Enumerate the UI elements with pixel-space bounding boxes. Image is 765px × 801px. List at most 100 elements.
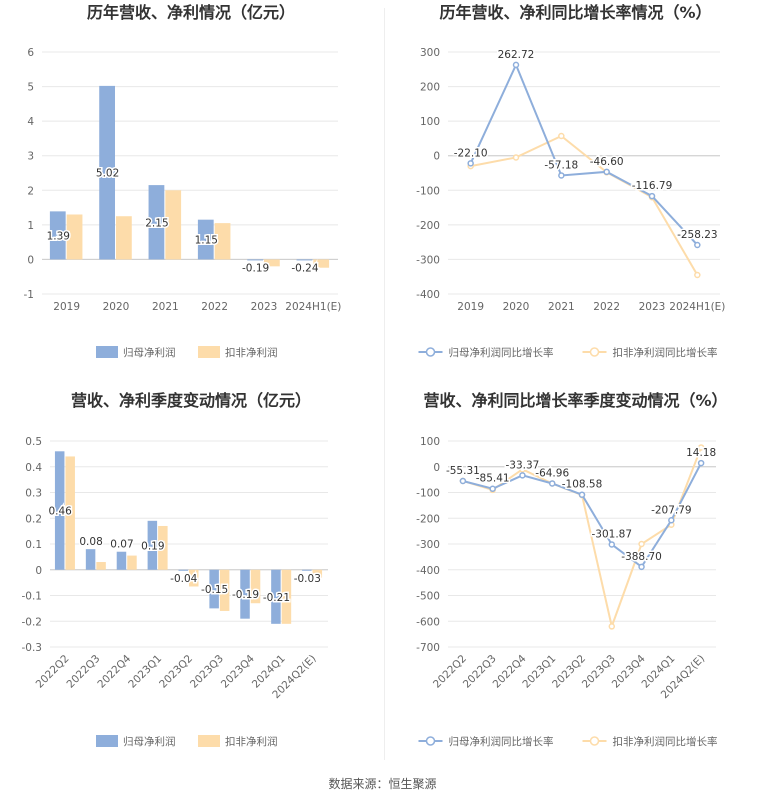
data-point <box>558 132 565 140</box>
chart-title: 营收、净利季度变动情况（亿元） <box>71 391 311 410</box>
y-tick-label: -0.3 <box>22 642 43 654</box>
data-point <box>638 563 645 571</box>
bar <box>313 259 330 268</box>
x-tick-label: 2023Q2 <box>157 653 195 691</box>
chart-svg: 历年营收、净利情况（亿元） 6 5 4 3 2 1 0 -1 2019 2020 2021 2022 20… <box>24 3 342 359</box>
data-label: -0.15 <box>201 584 228 596</box>
y-tick-label: -200 <box>416 220 440 232</box>
y-tick-label: 4 <box>27 116 34 128</box>
bar <box>281 569 292 624</box>
bar <box>54 451 65 570</box>
data-point <box>519 472 526 479</box>
y-tick-label: 0 <box>35 565 42 577</box>
data-label: -116.79 <box>632 180 673 192</box>
data-source-footer: 数据来源：恒生聚源 <box>328 777 437 791</box>
y-tick-label: 0.2 <box>25 513 42 525</box>
x-tick-label: 2023 <box>639 301 666 313</box>
series-line <box>469 62 699 246</box>
data-label: -0.24 <box>291 262 318 274</box>
data-label: 14.18 <box>686 447 716 459</box>
y-tick-label: -100 <box>416 488 440 500</box>
bar <box>214 223 231 260</box>
data-point <box>548 480 556 487</box>
data-point <box>578 491 586 498</box>
legend-label: 归母净利润同比增长率 <box>449 735 554 748</box>
data-label: 0.07 <box>110 539 133 551</box>
y-tick-label: 300 <box>420 47 440 59</box>
data-point <box>512 154 520 161</box>
legend-marker <box>589 736 600 746</box>
x-tick-label: 2019 <box>53 301 80 313</box>
legend-marker <box>425 347 436 357</box>
data-label: -0.04 <box>170 573 197 585</box>
y-tick-label: 200 <box>420 82 440 94</box>
x-tick-label: 2020 <box>503 301 530 313</box>
y-tick-label: 0.3 <box>25 488 42 500</box>
y-tick-label: -200 <box>416 513 440 525</box>
legend-label: 扣非净利润同比增长率 <box>613 346 718 359</box>
x-tick-label: 2021 <box>548 301 575 313</box>
data-point <box>697 459 705 467</box>
bar <box>189 569 199 587</box>
y-tick-label: 5 <box>27 82 34 94</box>
y-tick-label: 0.4 <box>25 462 42 474</box>
y-tick-label: 0 <box>433 151 440 163</box>
annual-growth-chart: 历年营收、净利同比增长率情况（%） 300 200 100 0 -100 -200 -300 -… <box>386 0 765 375</box>
data-label: 5.02 <box>96 168 119 180</box>
legend-swatch <box>198 735 220 747</box>
bar <box>250 569 261 604</box>
data-label: -64.96 <box>535 467 569 479</box>
legend-label: 归母净利润 <box>123 735 176 748</box>
data-label: -0.21 <box>263 592 290 604</box>
legend-marker <box>425 736 436 746</box>
annual-profit-chart: 历年营收、净利情况（亿元） 6 5 4 3 2 1 0 -1 2019 2020 2021 2022 20… <box>0 0 382 375</box>
y-tick-label: 100 <box>420 116 440 128</box>
y-tick-label: -300 <box>416 254 440 266</box>
y-tick-label: -1 <box>24 289 34 301</box>
data-point <box>697 444 705 451</box>
bar <box>209 569 219 609</box>
data-label: -301.87 <box>592 528 633 540</box>
x-tick-label: 2022 <box>201 301 228 313</box>
legend-label: 扣非净利润 <box>225 346 278 359</box>
bar <box>302 569 312 571</box>
data-label: -55.31 <box>446 465 480 477</box>
bar <box>312 569 323 578</box>
y-tick-label: 0 <box>27 254 34 266</box>
bar <box>165 190 182 260</box>
data-point <box>512 61 520 69</box>
data-label: -388.70 <box>621 551 662 563</box>
legend-label: 扣非净利润 <box>225 735 278 748</box>
x-tick-label: 2020 <box>103 301 130 313</box>
data-point <box>489 485 496 492</box>
chart-title: 历年营收、净利同比增长率情况（%） <box>439 3 711 22</box>
data-label: 0.19 <box>141 540 164 552</box>
data-point <box>648 192 656 200</box>
data-label: 0.08 <box>79 536 102 548</box>
x-tick-label: 2023Q1 <box>126 653 164 691</box>
bar <box>66 214 83 260</box>
y-tick-label: -600 <box>416 616 440 628</box>
data-point <box>459 477 467 485</box>
x-tick-label: 2021 <box>152 301 179 313</box>
bar <box>85 549 96 570</box>
bar <box>116 216 132 260</box>
y-tick-label: -700 <box>416 642 440 654</box>
series-line <box>470 134 699 276</box>
chart-svg: 营收、净利季度变动情况（亿元） 0.5 0.4 0.3 0.2 0.1 0 -0.1 -0.2 -… <box>22 391 328 748</box>
data-label: -0.03 <box>294 573 321 585</box>
chart-svg: 营收、净利同比增长率季度变动情况（%） 100 0 -100 -200 -300 -400 -… <box>416 391 727 748</box>
data-point <box>694 241 701 249</box>
data-label: -22.10 <box>454 147 488 159</box>
data-label: -0.19 <box>232 589 259 601</box>
bar <box>240 569 250 619</box>
bar <box>271 569 281 624</box>
data-label: 2.15 <box>145 217 168 229</box>
data-label: 1.15 <box>195 235 218 247</box>
legend-swatch <box>96 346 118 358</box>
x-tick-label: 2024H1(E) <box>669 301 725 313</box>
y-tick-label: 0.1 <box>25 539 42 551</box>
data-label: -33.37 <box>506 459 540 471</box>
x-tick-label: 2019 <box>457 301 484 313</box>
y-tick-label: 2 <box>27 185 34 197</box>
